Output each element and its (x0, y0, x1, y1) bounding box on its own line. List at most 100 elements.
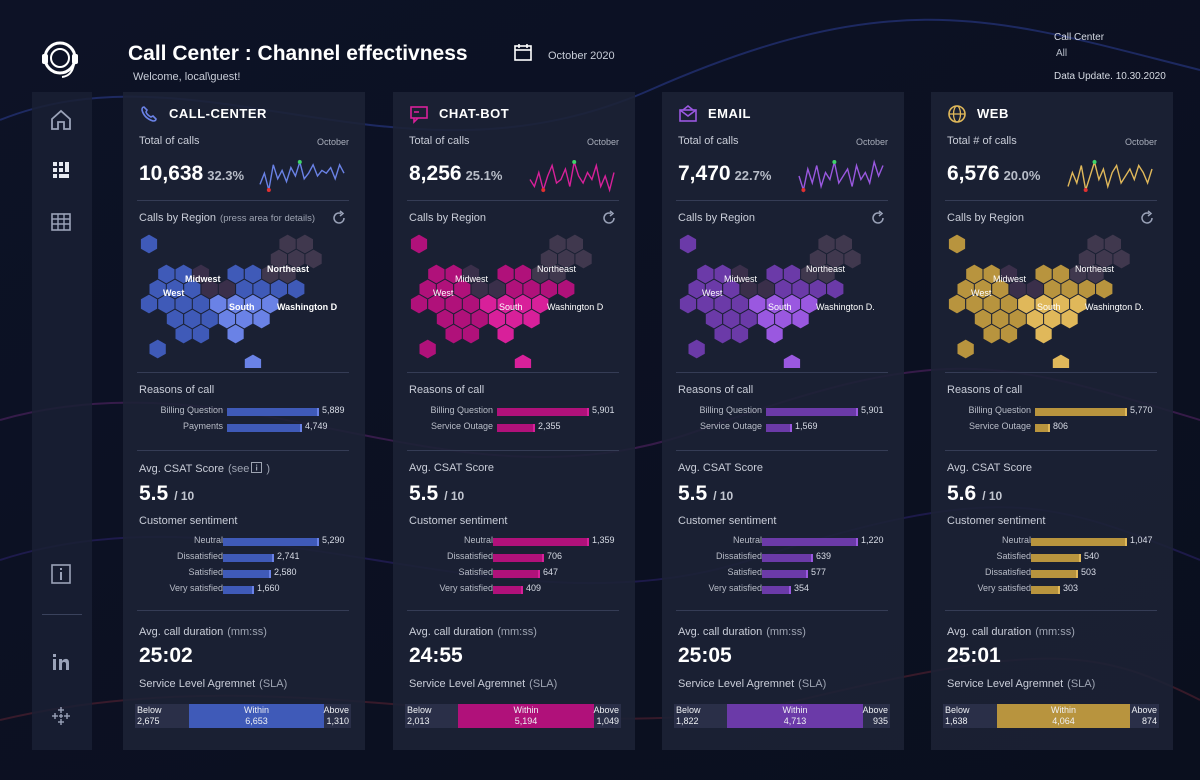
region-hex (158, 264, 175, 284)
region-hex (253, 309, 270, 329)
sla-within-value: 4,064 (1052, 716, 1075, 726)
sla-segment-above[interactable]: Above 874 (1130, 704, 1159, 728)
sla-segment-within[interactable]: Within 4,064 (997, 704, 1130, 728)
reason-value: 1,569 (795, 421, 818, 431)
reason-bar-row[interactable]: Payments 4,749 (123, 421, 365, 435)
sentiment-bar-row[interactable]: Very satisfied 303 (931, 583, 1173, 597)
reason-label: Billing Question (968, 405, 1031, 415)
info-icon[interactable] (49, 562, 73, 586)
sentiment-bar (762, 554, 813, 562)
sentiment-bar-row[interactable]: Neutral 1,220 (662, 535, 904, 549)
calendar-icon[interactable] (513, 42, 533, 62)
sentiment-value: 577 (811, 567, 827, 577)
divider (137, 610, 349, 611)
csat-score: 5.5 / 10 (678, 482, 733, 506)
region-hex (166, 279, 184, 299)
region-hex (801, 294, 818, 314)
sentiment-bar-row[interactable]: Very satisfied 409 (393, 583, 635, 597)
region-hex (514, 294, 532, 314)
sentiment-bar-row[interactable]: Dissatisfied 706 (393, 551, 635, 565)
sla-segment-below[interactable]: Below 1,822 (674, 704, 727, 728)
tableau-icon[interactable] (49, 704, 73, 728)
region-hex (679, 294, 697, 314)
sla-segment-within[interactable]: Within 4,713 (727, 704, 863, 728)
csat-label-text: Avg. CSAT Score (409, 462, 494, 474)
selected-month[interactable]: October 2020 (548, 50, 615, 62)
call-center-filter-value[interactable]: All (1056, 48, 1068, 59)
sentiment-bar-row[interactable]: Very satisfied 354 (662, 583, 904, 597)
region-hex (454, 309, 471, 329)
region-hex (723, 309, 740, 329)
reason-bar-row[interactable]: Service Outage 806 (931, 421, 1173, 435)
region-hex (419, 339, 436, 359)
region-hex (835, 234, 852, 254)
sentiment-bar-row[interactable]: Satisfied 577 (662, 567, 904, 581)
sentiment-bar-row[interactable]: Neutral 1,359 (393, 535, 635, 549)
linkedin-icon[interactable] (49, 650, 73, 674)
refresh-icon[interactable] (1139, 210, 1155, 226)
region-hex (705, 309, 723, 329)
sentiment-bar-row[interactable]: Very satisfied 1,660 (123, 583, 365, 597)
reason-bar (227, 424, 302, 432)
sentiment-label: Satisfied (727, 567, 762, 577)
reason-bar-row[interactable]: Billing Question 5,889 (123, 405, 365, 419)
csat-info-icon[interactable] (251, 462, 263, 473)
refresh-icon[interactable] (601, 210, 617, 226)
sla-segment-above[interactable]: Above 935 (862, 704, 890, 728)
sla-below-value: 2,675 (137, 716, 160, 726)
region-hex (1052, 354, 1070, 368)
region-label-west: West (971, 288, 992, 298)
sla-segment-below[interactable]: Below 2,675 (135, 704, 189, 728)
sentiment-label: Customer sentiment (678, 515, 777, 527)
sla-segment-below[interactable]: Below 1,638 (943, 704, 997, 728)
region-label-northeast: Northeast (1075, 264, 1115, 274)
sla-segment-below[interactable]: Below 2,013 (405, 704, 458, 728)
envelope-icon (679, 104, 697, 122)
reason-bar-row[interactable]: Service Outage 1,569 (662, 421, 904, 435)
reasons-label: Reasons of call (409, 384, 485, 396)
sentiment-bar-row[interactable]: Satisfied 647 (393, 567, 635, 581)
region-hex (844, 249, 861, 269)
csat-score: 5.5 / 10 (409, 482, 464, 506)
region-hex (244, 354, 262, 368)
refresh-icon[interactable] (870, 210, 886, 226)
sentiment-label: Dissatisfied (715, 551, 762, 561)
sentiment-bar-row[interactable]: Neutral 5,290 (123, 535, 365, 549)
table-icon[interactable] (49, 210, 73, 234)
region-hex (166, 309, 184, 329)
sla-label: Service Level Agremnet (SLA) (409, 678, 557, 690)
sentiment-bar-row[interactable]: Neutral 1,047 (931, 535, 1173, 549)
duration-value: 24:55 (409, 644, 463, 667)
sla-stacked-bar[interactable]: Below 1,638 Within 4,064 Above 874 (943, 704, 1159, 728)
reason-bar-row[interactable]: Service Outage 2,355 (393, 421, 635, 435)
sla-stacked-bar[interactable]: Below 2,675 Within 6,653 Above 1,310 (135, 704, 351, 728)
home-icon[interactable] (49, 108, 73, 132)
sentiment-bar (493, 586, 523, 594)
sla-segment-within[interactable]: Within 5,194 (458, 704, 594, 728)
sentiment-bar-row[interactable]: Dissatisfied 639 (662, 551, 904, 565)
sla-stacked-bar[interactable]: Below 2,013 Within 5,194 Above 1,049 (405, 704, 621, 728)
refresh-icon[interactable] (331, 210, 347, 226)
sla-stacked-bar[interactable]: Below 1,822 Within 4,713 Above 935 (674, 704, 890, 728)
region-hex (697, 264, 714, 284)
sentiment-label: Satisfied (188, 567, 223, 577)
sentiment-bar-row[interactable]: Satisfied 2,580 (123, 567, 365, 581)
sparkline-max-point (297, 160, 302, 164)
sla-segment-within[interactable]: Within 6,653 (189, 704, 324, 728)
sentiment-bar-row[interactable]: Dissatisfied 2,741 (123, 551, 365, 565)
reason-bar-row[interactable]: Billing Question 5,770 (931, 405, 1173, 419)
sentiment-bar-row[interactable]: Dissatisfied 503 (931, 567, 1173, 581)
region-hex (688, 339, 705, 359)
sla-segment-above[interactable]: Above 1,310 (323, 704, 351, 728)
reason-bar-row[interactable]: Billing Question 5,901 (393, 405, 635, 419)
dashboard-icon[interactable] (49, 158, 73, 182)
reason-bar-row[interactable]: Billing Question 5,901 (662, 405, 904, 419)
sentiment-bar (1031, 538, 1127, 546)
sla-segment-above[interactable]: Above 1,049 (593, 704, 621, 728)
sparkline-min-point (1083, 188, 1088, 192)
sentiment-bar-row[interactable]: Satisfied 540 (931, 551, 1173, 565)
